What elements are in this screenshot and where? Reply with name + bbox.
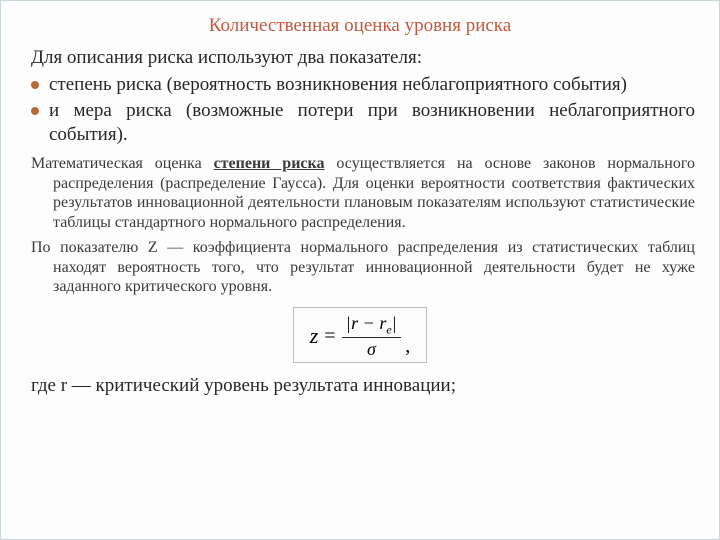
num-sub: e — [386, 322, 391, 336]
formula-equation: z = |r − re| σ , — [310, 314, 411, 359]
num-inner: r − r — [351, 313, 386, 333]
formula-container: z = |r − re| σ , — [25, 307, 695, 364]
bullet-item: и мера риска (возможные потери при возни… — [31, 99, 695, 147]
paragraph-2: По показателю Z — коэффициента нормально… — [25, 238, 695, 297]
bullet-list: степень риска (вероятность возникновения… — [25, 73, 695, 146]
intro-text: Для описания риска используют два показа… — [25, 47, 695, 69]
paragraph-1: Математическая оценка степени риска осущ… — [25, 154, 695, 232]
formula-lhs: z — [310, 323, 319, 349]
closing-text: где r — критический уровень результата и… — [25, 375, 695, 397]
trailing-comma: , — [405, 335, 410, 358]
equals-sign: = — [324, 325, 335, 348]
slide-title: Количественная оценка уровня риска — [25, 15, 695, 37]
bullet-item: степень риска (вероятность возникновения… — [31, 73, 695, 97]
abs-close: | — [392, 313, 398, 333]
denominator: σ — [367, 338, 376, 358]
para1-lead: Математическая оценка — [31, 155, 214, 172]
numerator: |r − re| — [342, 314, 402, 339]
slide-frame: Количественная оценка уровня риска Для о… — [0, 0, 720, 540]
para1-emphasis: степени риска — [214, 155, 325, 172]
formula-box: z = |r − re| σ , — [293, 307, 428, 364]
fraction: |r − re| σ — [342, 314, 402, 359]
